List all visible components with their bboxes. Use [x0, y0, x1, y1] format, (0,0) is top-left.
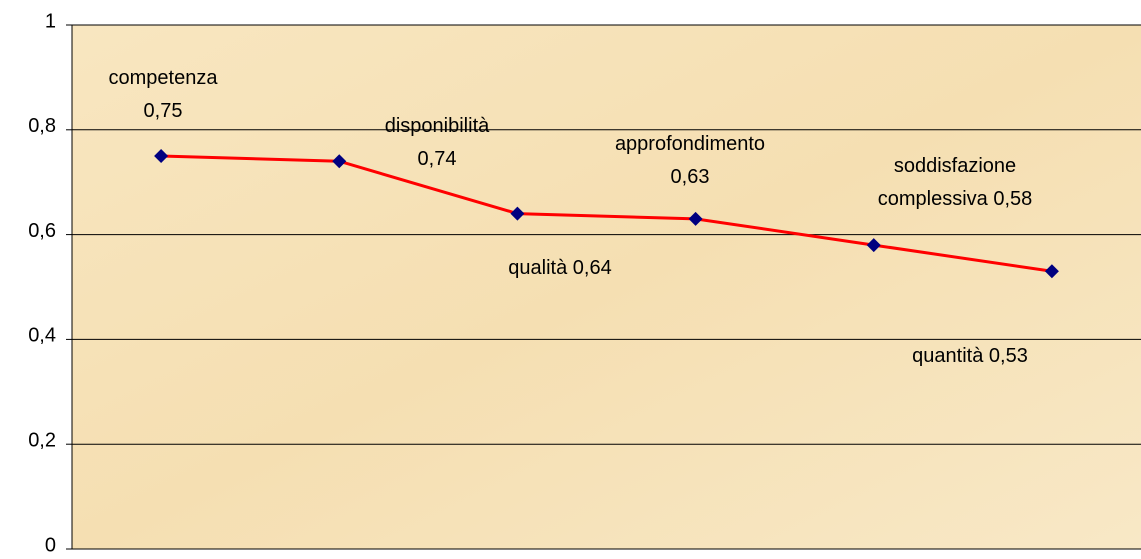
data-label: competenza 0,75	[98, 62, 228, 128]
y-tick-label: 1	[45, 10, 56, 32]
y-tick-label: 0,6	[28, 220, 56, 242]
marker	[1044, 264, 1059, 279]
data-label: qualità 0,64	[460, 252, 660, 285]
data-label: approfondimento 0,63	[605, 128, 775, 194]
marker	[154, 149, 169, 163]
category-label: qualità	[508, 257, 568, 279]
marker	[688, 211, 703, 226]
data-label: disponibilità 0,74	[372, 110, 502, 176]
category-label: approfondimento	[614, 133, 766, 155]
y-tick-label: 0,4	[28, 325, 56, 347]
value-label: 0,74	[417, 148, 457, 170]
y-tick-label: 0,2	[28, 429, 56, 451]
value-label: 0,53	[988, 345, 1028, 367]
marker	[332, 154, 347, 169]
category-label: quantità	[912, 345, 984, 367]
value-label: 0,75	[143, 100, 183, 122]
y-tick-label: 0	[45, 534, 56, 556]
plot-area	[72, 25, 1141, 549]
data-label: soddisfazione complessiva 0,58	[865, 150, 1045, 216]
series-line	[161, 154, 1053, 273]
category-label: competenza	[108, 67, 218, 89]
data-label: quantità 0,53	[870, 340, 1070, 373]
value-label: 0,63	[670, 166, 710, 188]
value-label: 0,64	[572, 257, 612, 279]
category-label: soddisfazione complessiva	[877, 155, 1017, 210]
y-tick-label: 0,8	[28, 115, 56, 137]
category-label: disponibilità	[384, 115, 490, 137]
marker	[866, 238, 881, 253]
marker	[510, 206, 525, 221]
value-label: 0,58	[993, 188, 1033, 210]
